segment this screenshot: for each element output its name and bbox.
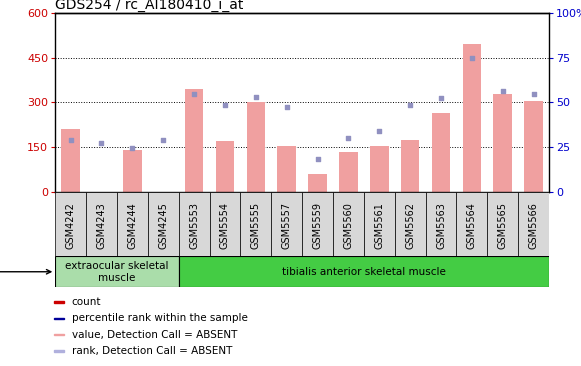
Text: GSM5560: GSM5560 xyxy=(343,202,353,249)
Bar xyxy=(55,192,86,256)
Bar xyxy=(457,192,487,256)
Text: rank, Detection Call = ABSENT: rank, Detection Call = ABSENT xyxy=(72,346,232,356)
Bar xyxy=(185,89,203,192)
Bar xyxy=(333,192,364,256)
Point xyxy=(436,95,446,101)
Point xyxy=(251,94,260,100)
Text: GSM5566: GSM5566 xyxy=(529,202,539,249)
Bar xyxy=(302,192,333,256)
Bar xyxy=(148,192,179,256)
Bar xyxy=(179,256,549,287)
Bar xyxy=(370,146,389,192)
Bar xyxy=(493,94,512,192)
Bar xyxy=(55,350,64,351)
Text: tibialis anterior skeletal muscle: tibialis anterior skeletal muscle xyxy=(282,267,446,277)
Point xyxy=(375,128,384,134)
Bar xyxy=(179,192,210,256)
Bar xyxy=(339,152,358,192)
Text: GSM5562: GSM5562 xyxy=(405,202,415,249)
Point xyxy=(66,137,76,143)
Bar xyxy=(216,141,234,192)
Text: percentile rank within the sample: percentile rank within the sample xyxy=(72,313,248,324)
Point xyxy=(344,135,353,141)
Text: value, Detection Call = ABSENT: value, Detection Call = ABSENT xyxy=(72,329,237,340)
Text: GDS254 / rc_AI180410_i_at: GDS254 / rc_AI180410_i_at xyxy=(55,0,243,12)
Bar xyxy=(86,192,117,256)
Bar xyxy=(123,150,142,192)
Point xyxy=(406,102,415,108)
Point xyxy=(189,91,199,97)
Bar xyxy=(210,192,241,256)
Text: GSM5565: GSM5565 xyxy=(498,202,508,249)
Text: GSM4244: GSM4244 xyxy=(127,202,137,249)
Point xyxy=(282,104,291,110)
Point xyxy=(498,87,507,93)
Text: tissue: tissue xyxy=(0,267,51,277)
Text: count: count xyxy=(72,297,101,307)
Bar xyxy=(518,192,549,256)
Text: GSM5564: GSM5564 xyxy=(467,202,477,249)
Text: GSM4245: GSM4245 xyxy=(158,202,168,249)
Bar xyxy=(524,101,543,192)
Bar xyxy=(55,317,64,319)
Point xyxy=(529,91,538,97)
Point xyxy=(220,102,229,108)
Point xyxy=(467,55,476,60)
Bar xyxy=(364,192,394,256)
Bar xyxy=(62,130,80,192)
Text: GSM5559: GSM5559 xyxy=(313,202,322,249)
Bar xyxy=(55,256,179,287)
Point xyxy=(313,156,322,162)
Bar xyxy=(432,113,450,192)
Bar xyxy=(278,146,296,192)
Point xyxy=(97,140,106,146)
Text: GSM5557: GSM5557 xyxy=(282,202,292,249)
Bar xyxy=(394,192,425,256)
Point xyxy=(128,145,137,151)
Bar xyxy=(487,192,518,256)
Text: GSM4242: GSM4242 xyxy=(66,202,76,249)
Text: GSM5563: GSM5563 xyxy=(436,202,446,249)
Bar xyxy=(55,334,64,335)
Text: GSM5554: GSM5554 xyxy=(220,202,230,249)
Bar xyxy=(241,192,271,256)
Bar xyxy=(55,301,64,303)
Bar xyxy=(271,192,302,256)
Text: extraocular skeletal
muscle: extraocular skeletal muscle xyxy=(65,261,168,283)
Text: GSM5555: GSM5555 xyxy=(251,202,261,249)
Text: GSM5553: GSM5553 xyxy=(189,202,199,249)
Bar xyxy=(462,44,481,192)
Bar xyxy=(425,192,457,256)
Bar xyxy=(117,192,148,256)
Bar xyxy=(401,140,419,192)
Bar xyxy=(309,174,327,192)
Point xyxy=(159,137,168,143)
Text: GSM4243: GSM4243 xyxy=(96,202,106,249)
Text: GSM5561: GSM5561 xyxy=(374,202,384,249)
Bar xyxy=(246,102,265,192)
